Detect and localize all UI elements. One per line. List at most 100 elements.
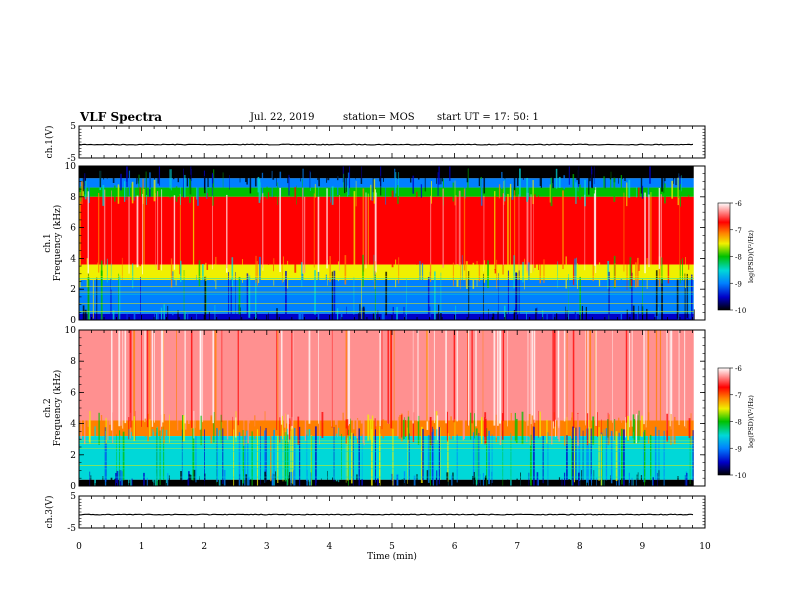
spectrogram-streak (146, 477, 148, 486)
spectrogram-streak (344, 255, 347, 285)
spectrogram-streak (403, 417, 405, 440)
spectrogram-streak (233, 429, 235, 486)
spectrogram-streak (642, 278, 643, 315)
spectrogram-streak (526, 414, 528, 443)
spectrogram-streak (612, 330, 613, 423)
spectrogram-streak (539, 166, 542, 187)
spectrogram-streak (214, 330, 217, 425)
spectrogram-streak (202, 330, 204, 423)
spectrogram-streak (293, 427, 296, 486)
spectrogram-streak (226, 415, 229, 440)
spectrogram-streak (356, 419, 359, 439)
spectrogram-streak (273, 196, 274, 272)
spectrogram-streak (549, 184, 551, 203)
spectrogram-streak (181, 429, 183, 481)
spectrogram-streak (347, 185, 349, 197)
spectrogram-streak (87, 277, 90, 320)
spectrogram-streak (471, 330, 473, 424)
spectrogram-streak (84, 166, 86, 186)
spectrogram-streak (186, 166, 189, 187)
spectrogram-streak (158, 166, 161, 186)
spectrogram-streak (467, 330, 470, 426)
spectrogram-streak (284, 432, 287, 482)
spectrogram-streak (276, 166, 277, 187)
spectrogram-streak (190, 330, 193, 428)
spectrogram-streak (393, 479, 395, 486)
spectrogram-streak (350, 432, 353, 484)
spectrogram-streak (533, 330, 536, 423)
spectrogram-streak (424, 169, 426, 192)
spectrogram-streak (468, 271, 470, 319)
spectrogram-streak (556, 313, 558, 320)
spectrogram-streak (463, 188, 466, 271)
spectrogram-streak (112, 412, 114, 444)
spectrogram-streak (510, 412, 512, 441)
spectrogram-streak (659, 306, 661, 320)
spectrogram-streak (100, 414, 103, 437)
y-tick-label: 10 (65, 326, 77, 336)
spectrogram-streak (483, 176, 486, 194)
spectrogram-streak (244, 435, 246, 486)
spectrogram-streak (80, 415, 82, 440)
spectrogram-streak (623, 192, 625, 272)
spectrogram-streak (352, 433, 354, 486)
spectrogram-streak (379, 330, 381, 427)
spectrogram-streak (342, 166, 344, 183)
spectrogram-streak (288, 418, 291, 440)
spectrogram-streak (472, 432, 475, 485)
spectrogram-streak (268, 312, 269, 320)
spectrogram-streak (590, 428, 592, 482)
spectrogram-streak (216, 428, 218, 482)
spectrogram-streak (173, 166, 175, 180)
spectrogram-streak (438, 166, 440, 185)
spectrogram-streak (408, 433, 410, 480)
spectrogram-streak (514, 412, 516, 442)
spectrogram-streak (235, 411, 237, 442)
spectrogram-streak (361, 166, 363, 180)
spectrogram-streak (528, 180, 530, 200)
spectrogram-streak (373, 179, 376, 204)
spectrogram-streak (277, 330, 279, 421)
spectrogram-streak (465, 261, 467, 286)
spectrogram-streak (552, 307, 554, 320)
spectrogram-streak (170, 169, 172, 191)
spectrogram-streak (558, 330, 560, 429)
spectrogram-streak (260, 426, 261, 485)
spectrogram-streak (568, 479, 570, 486)
spectrogram-streak (446, 411, 448, 442)
spectrogram-streak (420, 184, 423, 198)
spectrogram-streak (382, 419, 385, 439)
spectrogram-streak (288, 475, 290, 486)
spectrogram-streak (484, 418, 487, 443)
spectrogram-streak (156, 191, 159, 270)
spectrogram-streak (175, 186, 178, 202)
spectrogram-streak (661, 257, 663, 284)
spectrogram-streak (446, 472, 449, 486)
spectrogram-streak (427, 435, 430, 483)
spectrogram-streak (426, 330, 428, 422)
spectrogram-streak (207, 166, 209, 188)
spectrogram-streak (335, 330, 337, 425)
spectrogram-streak (311, 435, 313, 486)
spectrogram-streak (587, 426, 589, 486)
spectrogram-streak (276, 330, 278, 431)
spectrogram-streak (133, 184, 135, 201)
spectrogram-streak (636, 474, 638, 486)
spectrogram-streak (322, 330, 324, 423)
spectrogram-streak (83, 413, 86, 445)
spectrogram-streak (119, 435, 121, 482)
spectrogram-streak (515, 418, 518, 443)
spectrogram-streak (134, 411, 136, 441)
y-axis-label-channel: ch.1 (43, 233, 53, 252)
spectrogram-streak (389, 330, 390, 425)
spectrogram-streak (116, 470, 119, 486)
spectrogram-streak (673, 166, 675, 180)
spectrogram-streak (632, 431, 634, 486)
spectrogram-streak (618, 417, 620, 437)
spectrogram-streak (513, 168, 516, 196)
spectrogram-streak (99, 166, 102, 188)
spectrogram-streak (155, 313, 157, 320)
spectrogram-streak (214, 264, 216, 282)
spectrogram-streak (417, 330, 419, 422)
spectrogram-streak (666, 330, 668, 431)
